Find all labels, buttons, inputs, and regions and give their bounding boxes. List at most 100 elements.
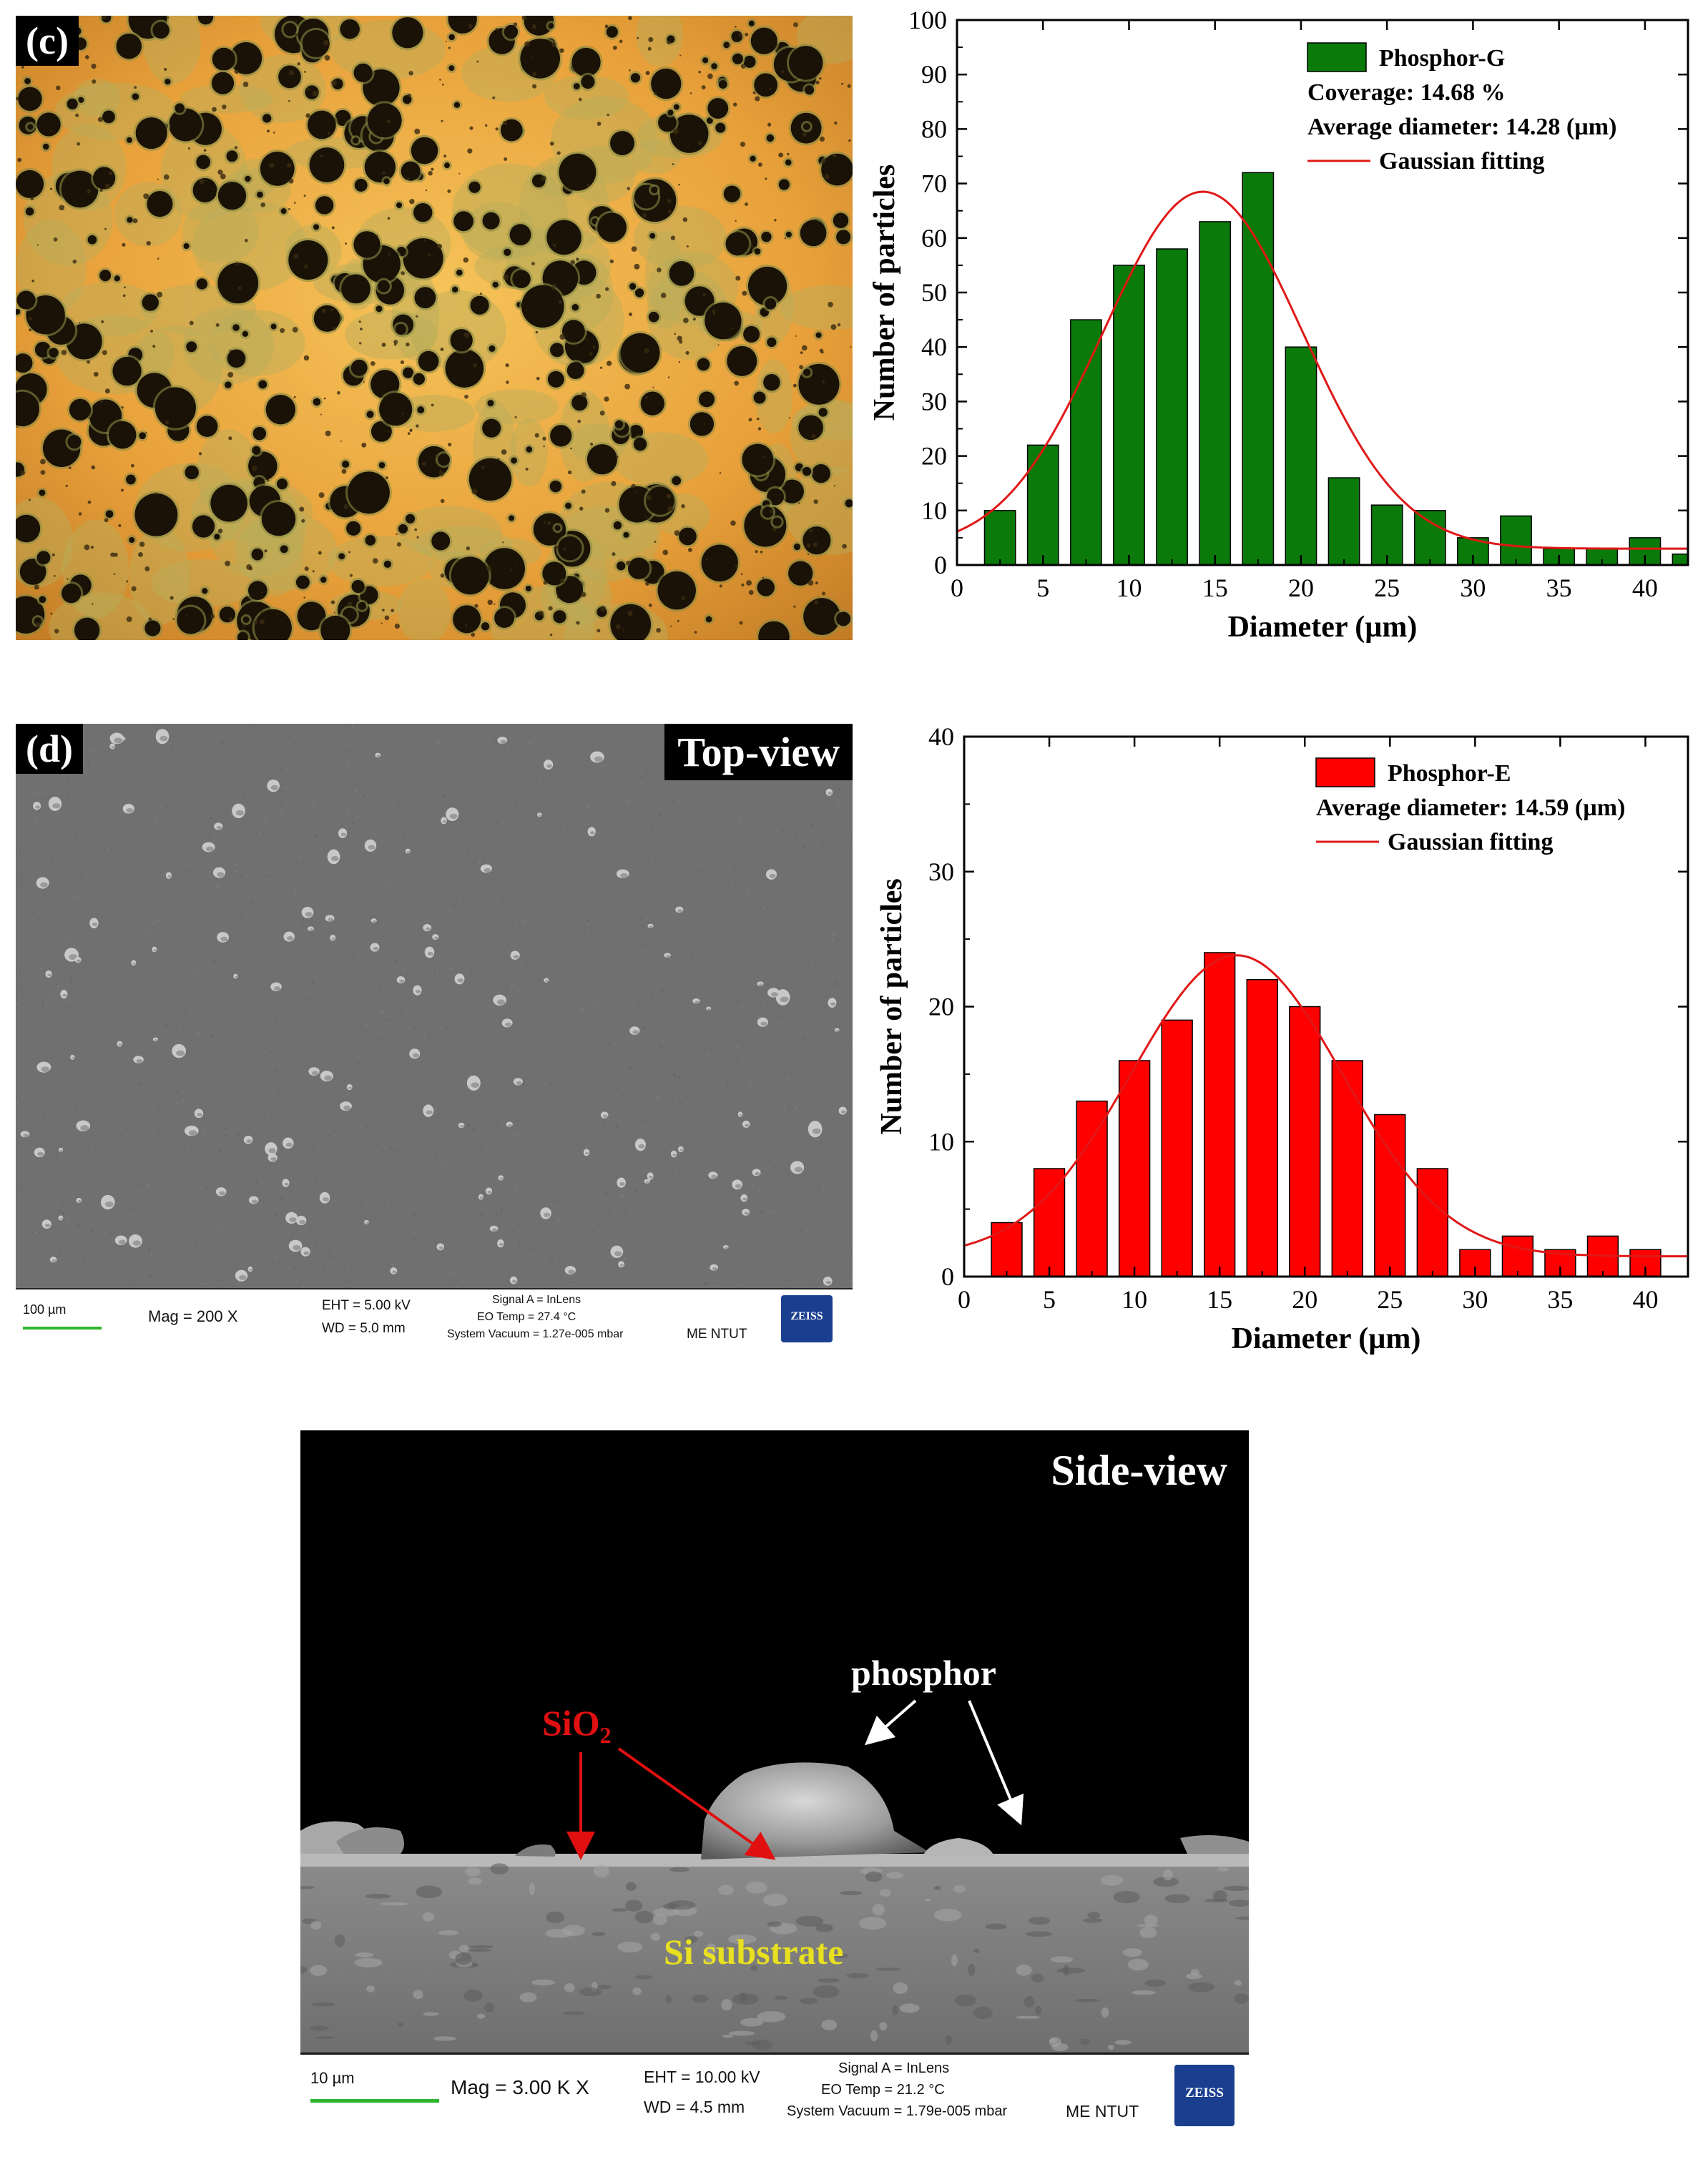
- legend-series: Phosphor-G: [1379, 45, 1505, 72]
- bar: [1113, 265, 1145, 566]
- wd-readout: WD = 5.0 mm: [322, 1321, 406, 1336]
- sem-top-view: (d) Top-view 100 µm Mag = 200 X EHT = 5.…: [16, 724, 853, 1348]
- bar: [1416, 1168, 1449, 1277]
- sem-side-view: Side-view phosphor SiO2 Si substrate 10 …: [300, 1430, 1249, 2141]
- bar: [1501, 1235, 1534, 1277]
- micrograph-c: (c): [16, 16, 853, 640]
- legend-info: Coverage: 14.68 %: [1307, 79, 1506, 106]
- legend-info: Average diameter: 14.28 (µm): [1307, 114, 1616, 140]
- bar: [1331, 1060, 1363, 1277]
- bar: [983, 510, 1016, 566]
- x-tick-label: 25: [1374, 574, 1400, 602]
- y-tick-label: 90: [921, 60, 947, 89]
- x-axis-label: Diameter (µm): [1232, 1322, 1421, 1355]
- bar: [1161, 1019, 1193, 1277]
- signal-readout: Signal A = InLens: [838, 2060, 950, 2076]
- x-tick-label: 40: [1632, 1285, 1658, 1314]
- lab-readout: ME NTUT: [687, 1327, 747, 1342]
- gaussian-fit-line: [963, 954, 1688, 1258]
- y-axis-label: Number of particles: [875, 878, 908, 1135]
- x-tick-label: 10: [1116, 574, 1142, 602]
- y-tick-label: 50: [921, 278, 947, 307]
- bar: [1242, 172, 1275, 566]
- scale-bar-label: 100 µm: [23, 1302, 67, 1317]
- y-tick-label: 0: [941, 1262, 954, 1291]
- x-tick-label: 10: [1122, 1285, 1147, 1314]
- bar: [1069, 319, 1102, 566]
- x-tick-label: 30: [1462, 1285, 1488, 1314]
- x-tick-label: 25: [1377, 1285, 1403, 1314]
- y-tick-label: 40: [928, 722, 954, 751]
- y-tick-label: 40: [921, 333, 947, 361]
- eo-temp-readout: EO Temp = 27.4 °C: [477, 1311, 576, 1323]
- x-tick-label: 0: [958, 1285, 971, 1314]
- zeiss-logo: ZEISS: [1174, 2065, 1235, 2126]
- bar: [1118, 1060, 1151, 1277]
- bar: [991, 1222, 1023, 1277]
- sio2-subscript: 2: [599, 1722, 612, 1748]
- y-tick-label: 30: [928, 858, 954, 886]
- bar: [1026, 444, 1059, 566]
- signal-readout: Signal A = InLens: [492, 1294, 581, 1306]
- eo-temp-readout: EO Temp = 21.2 °C: [821, 2082, 945, 2098]
- eht-readout: EHT = 10.00 kV: [644, 2068, 760, 2086]
- mag-readout: Mag = 3.00 K X: [451, 2076, 589, 2098]
- panel-label-d: (d): [16, 724, 83, 774]
- scale-bar-label: 10 µm: [310, 2069, 355, 2087]
- bar: [1076, 1100, 1108, 1277]
- vacuum-readout: System Vacuum = 1.27e-005 mbar: [447, 1328, 624, 1340]
- y-tick-label: 60: [921, 224, 947, 252]
- x-tick-label: 30: [1460, 574, 1486, 602]
- y-tick-label: 10: [921, 496, 947, 525]
- y-tick-label: 80: [921, 114, 947, 143]
- histogram-phosphor-g: 0 5 10 15 20 25 30 35 40 0 10 20 30 40 50 60 70 80 90 100 Di…: [868, 6, 1689, 644]
- y-tick-label: 70: [921, 169, 947, 198]
- vacuum-readout: System Vacuum = 1.79e-005 mbar: [787, 2103, 1008, 2119]
- x-tick-label: 35: [1546, 574, 1572, 602]
- top-view-label: Top-view: [664, 724, 853, 780]
- x-tick-label: 20: [1288, 574, 1314, 602]
- x-tick-label: 20: [1292, 1285, 1317, 1314]
- y-tick-label: 0: [934, 551, 947, 579]
- bar: [1374, 1114, 1406, 1277]
- x-tick-label: 5: [1043, 1285, 1056, 1314]
- zeiss-logo: ZEISS: [781, 1295, 833, 1342]
- optical-micrograph-image: [16, 16, 853, 640]
- x-axis-label: Diameter (µm): [1228, 611, 1418, 644]
- x-tick-label: 40: [1632, 574, 1658, 602]
- y-tick-label: 100: [908, 6, 947, 34]
- y-tick-label: 20: [928, 993, 954, 1021]
- x-tick-label: 0: [951, 574, 963, 602]
- bar: [1199, 221, 1232, 566]
- x-tick-label: 5: [1036, 574, 1049, 602]
- x-tick-label: 35: [1547, 1285, 1573, 1314]
- y-tick-label: 10: [928, 1127, 954, 1156]
- bar: [1033, 1168, 1066, 1277]
- scale-bar: [310, 2099, 439, 2103]
- mag-readout: Mag = 200 X: [148, 1307, 238, 1325]
- phosphor-annotation: phosphor: [851, 1653, 996, 1693]
- legend-swatch: [1307, 42, 1367, 72]
- sem-info-bar-d: 100 µm Mag = 200 X EHT = 5.00 kV WD = 5.…: [16, 1288, 853, 1348]
- sem-side-view-image: [300, 1430, 1249, 2053]
- sio2-annotation: SiO2: [542, 1702, 612, 1749]
- bar: [1156, 248, 1188, 566]
- gaussian-fit-line: [956, 190, 1688, 550]
- eht-readout: EHT = 5.00 kV: [322, 1298, 411, 1313]
- legend-info: Average diameter: 14.59 (µm): [1316, 795, 1625, 821]
- legend-fit-label: Gaussian fitting: [1379, 148, 1544, 175]
- sio2-text: SiO: [542, 1703, 600, 1743]
- sem-top-view-image: [16, 724, 853, 1289]
- wd-readout: WD = 4.5 mm: [644, 2098, 745, 2116]
- y-tick-label: 20: [921, 442, 947, 471]
- legend-series: Phosphor-E: [1388, 760, 1511, 787]
- y-axis-label: Number of particles: [868, 164, 901, 421]
- substrate-annotation: Si substrate: [664, 1932, 844, 1972]
- bar: [1413, 510, 1446, 566]
- bar: [1289, 1006, 1321, 1277]
- side-view-label: Side-view: [1051, 1447, 1227, 1494]
- bar: [1327, 477, 1360, 566]
- y-tick-label: 30: [921, 387, 947, 416]
- legend-swatch: [1315, 757, 1375, 787]
- bar: [1285, 346, 1317, 566]
